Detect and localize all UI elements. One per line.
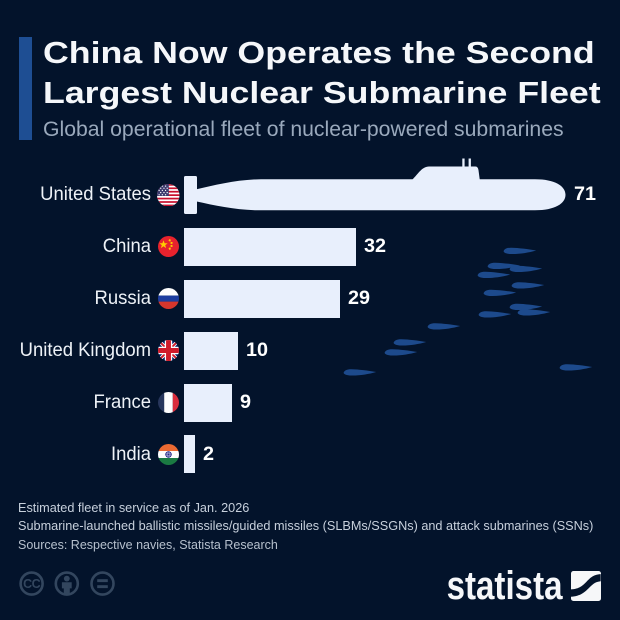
svg-text:CC: CC bbox=[23, 577, 41, 591]
